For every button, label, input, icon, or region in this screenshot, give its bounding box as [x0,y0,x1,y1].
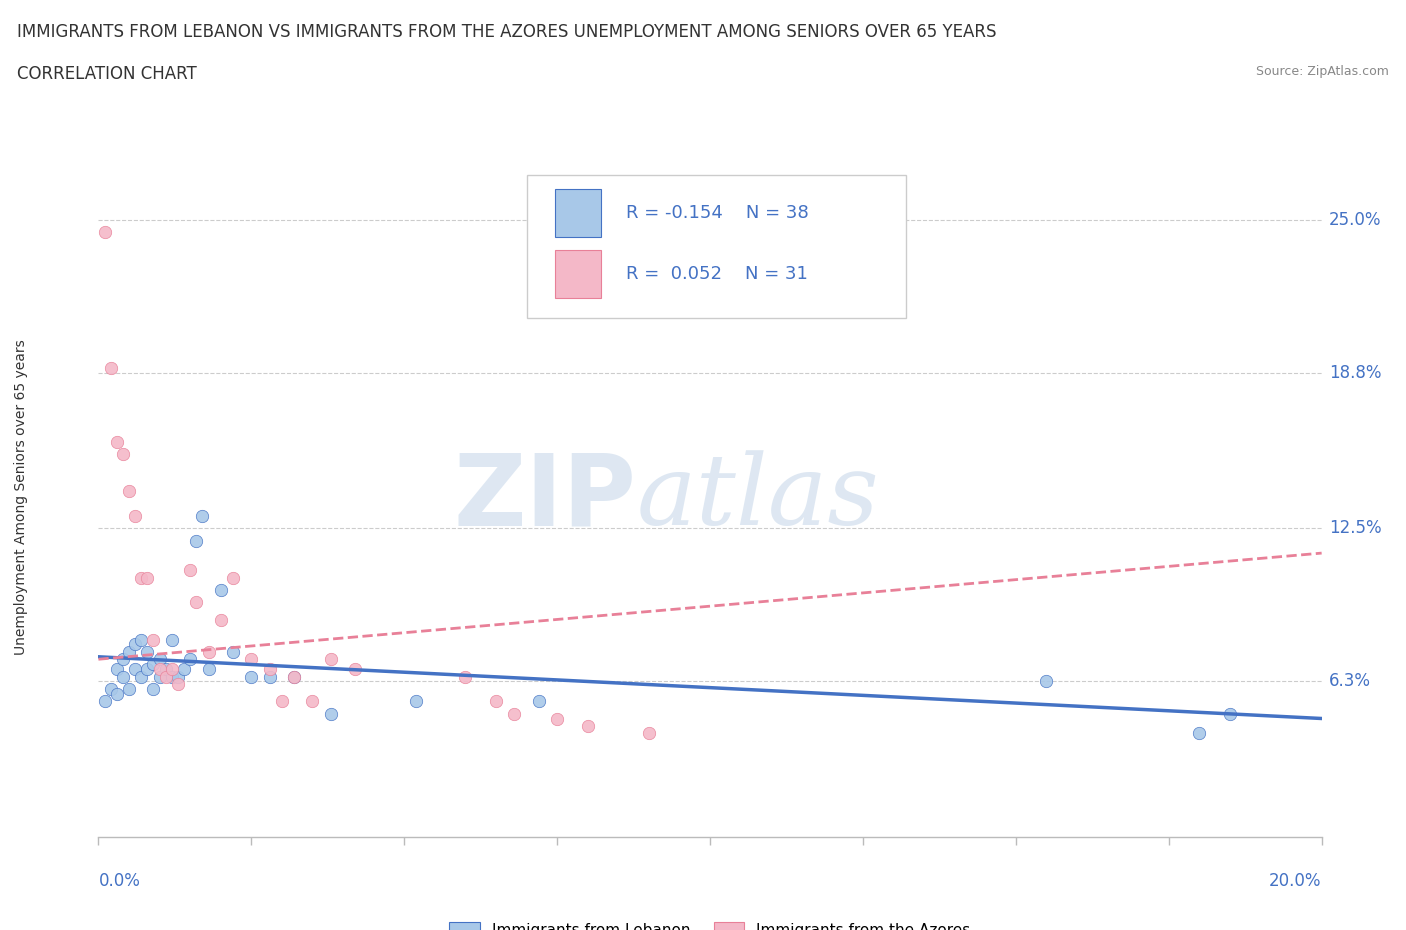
Point [209,612,232,627]
Point [93,225,115,240]
Point [301,694,323,709]
Point [105,661,128,676]
Point [186,595,208,610]
FancyBboxPatch shape [555,250,602,298]
Point [136,661,159,676]
Point [155,661,177,676]
Point [546,711,568,726]
Point [100,682,122,697]
Point [105,434,128,449]
Point [637,726,661,741]
Text: 0.0%: 0.0% [98,872,141,890]
Point [186,533,208,548]
Point [485,694,508,709]
Point [503,706,526,721]
Text: R = -0.154    N = 38: R = -0.154 N = 38 [626,204,808,222]
Point [149,661,172,676]
Point [142,632,165,647]
Point [344,661,367,676]
Point [124,637,146,652]
Point [155,669,177,684]
Point [259,661,281,676]
Point [259,669,281,684]
Point [136,644,159,659]
Point [179,652,201,667]
Point [576,719,599,734]
Point [149,669,172,684]
Point [270,694,292,709]
Point [1219,706,1241,721]
Point [105,686,128,701]
Text: 25.0%: 25.0% [1329,211,1381,229]
Point [149,652,172,667]
Point [129,632,152,647]
Point [111,669,134,684]
Point [240,669,263,684]
Point [142,657,165,671]
Text: CORRELATION CHART: CORRELATION CHART [17,65,197,83]
Point [405,694,427,709]
Point [124,661,146,676]
Text: IMMIGRANTS FROM LEBANON VS IMMIGRANTS FROM THE AZORES UNEMPLOYMENT AMONG SENIORS: IMMIGRANTS FROM LEBANON VS IMMIGRANTS FR… [17,23,997,41]
Point [191,509,214,524]
Text: ZIP: ZIP [454,449,637,546]
Point [222,570,245,585]
Point [129,669,152,684]
Point [124,509,146,524]
Point [167,676,190,691]
Point [100,361,122,376]
Point [129,570,152,585]
Point [283,669,305,684]
Point [173,661,195,676]
Point [319,706,342,721]
Text: R =  0.052    N = 31: R = 0.052 N = 31 [626,265,807,284]
Text: Source: ZipAtlas.com: Source: ZipAtlas.com [1256,65,1389,78]
Point [1188,726,1211,741]
Point [209,583,232,598]
Text: 18.8%: 18.8% [1329,364,1381,382]
Point [142,682,165,697]
Legend: Immigrants from Lebanon, Immigrants from the Azores: Immigrants from Lebanon, Immigrants from… [450,922,970,930]
Point [160,632,183,647]
Point [454,669,477,684]
Text: Unemployment Among Seniors over 65 years: Unemployment Among Seniors over 65 years [14,339,28,656]
Point [136,570,159,585]
Point [197,644,219,659]
Point [197,661,219,676]
Point [111,652,134,667]
Point [118,644,141,659]
FancyBboxPatch shape [526,175,905,318]
Text: 6.3%: 6.3% [1329,672,1371,690]
Point [283,669,305,684]
Point [240,652,263,667]
Point [319,652,342,667]
Point [93,694,115,709]
Point [1035,674,1057,689]
Point [160,669,183,684]
Text: 12.5%: 12.5% [1329,520,1381,538]
Point [179,563,201,578]
Text: 20.0%: 20.0% [1270,872,1322,890]
Point [160,661,183,676]
Point [167,669,190,684]
FancyBboxPatch shape [555,190,602,237]
Point [111,447,134,462]
Point [222,644,245,659]
Point [118,484,141,498]
Text: atlas: atlas [637,450,879,545]
Point [527,694,550,709]
Point [118,682,141,697]
